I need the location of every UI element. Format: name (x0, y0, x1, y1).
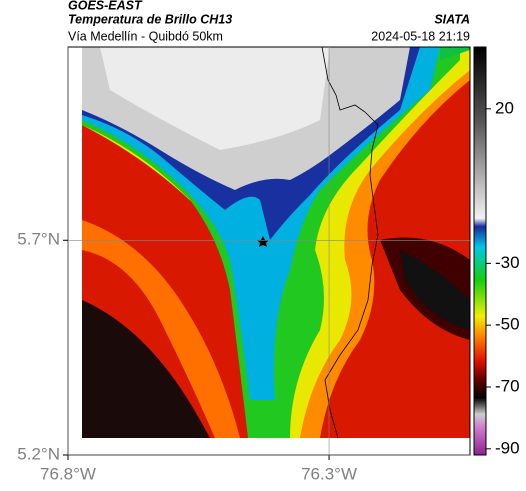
x-tick-label: 76.3°W (301, 464, 357, 483)
subtitle: Vía Medellín - Quibdó 50km (68, 29, 223, 43)
colorbar (473, 46, 487, 456)
colorbar-tick-label: -50 (495, 315, 520, 334)
satellite-image (82, 47, 470, 438)
x-tick-label: 76.8°W (40, 464, 96, 483)
y-tick-label: 5.2°N (17, 444, 60, 463)
colorbar-tick-label: -90 (495, 438, 520, 457)
datetime: 2024-05-18 21:19 (371, 29, 470, 43)
location-star (257, 236, 269, 247)
colorbar-tick-label: -30 (495, 253, 520, 272)
title: Temperatura de Brillo CH13 (68, 12, 232, 26)
colorbar-tick-label: -70 (495, 376, 520, 395)
colorbar-tick-label: 20 (495, 98, 514, 117)
axes: 76.8°W 76.3°W 5.2°N 5.7°N 20 -30 -50 -70 -90 (17, 47, 520, 483)
y-tick-label: 5.7°N (17, 230, 60, 249)
source: GOES-EAST (68, 0, 143, 12)
brand: SIATA (434, 12, 470, 26)
border-line (321, 46, 379, 439)
